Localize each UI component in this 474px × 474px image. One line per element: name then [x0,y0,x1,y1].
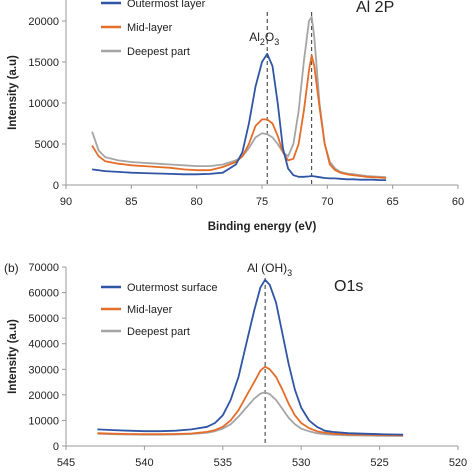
panel-label: (b) [4,261,19,275]
x-tick-label: 545 [57,457,75,469]
y-tick-label: 10000 [28,98,59,110]
y-tick-label: 0 [53,180,59,192]
legend-label: Deepest part [127,46,190,58]
peak-annotation: Al (OH)3 [247,261,292,278]
legend-label: Mid-layer [127,304,173,316]
x-tick-label: 70 [321,196,333,208]
y-tick-label: 20000 [28,390,59,402]
y-axis-label: Intensity (a.u) [7,319,19,394]
x-tick-label: 520 [449,457,467,469]
series-line-deepest-part [97,391,404,437]
y-tick-label: 60000 [28,288,59,300]
x-tick-label: 525 [370,457,388,469]
x-tick-label: 540 [135,457,153,469]
y-tick-label: 20000 [28,16,59,28]
series-line-outermost-layer [91,52,387,182]
legend-label: Outermost surface [127,282,217,294]
x-tick-label: 65 [387,196,399,208]
y-axis-label: Intensity (a.u) [7,55,19,130]
spectrum-title: O1s [334,278,363,295]
x-axis-label: Binding energy (eV) [208,221,317,233]
y-tick-label: 30000 [28,364,59,376]
x-tick-label: 85 [125,196,137,208]
x-tick-label: 90 [60,196,72,208]
chart-o1s: 0 10000 20000 30000 40000 50000 60000 70000 545 5… [4,261,467,469]
y-tick-label: 40000 [28,339,59,351]
legend-label: Deepest part [127,326,190,338]
y-tick-label: 50000 [28,313,59,325]
series-line-mid-layer [97,365,404,437]
series-line-mid-layer [91,54,387,179]
x-tick-label: 530 [292,457,310,469]
x-tick-label: 60 [452,196,464,208]
series-line-outermost-surface [97,278,404,436]
legend-label: Mid-layer [127,22,173,34]
spectrum-title: Al 2P [356,0,394,16]
x-tick-label: 535 [214,457,232,469]
y-tick-label: 15000 [28,57,59,69]
y-tick-label: 70000 [28,262,59,274]
y-tick-label: 5000 [35,139,59,151]
peak-annotation: Al2O3 [249,30,279,47]
x-tick-label: 75 [256,196,268,208]
legend-label: Outermost layer [127,0,206,10]
x-tick-label: 80 [191,196,203,208]
y-tick-label: 0 [53,441,59,453]
series-line-deepest-part [91,15,387,179]
chart-al2p: 0 5000 10000 15000 20000 90 85 80 75 70 65 60 Intens… [7,0,464,233]
y-tick-label: 10000 [28,415,59,427]
